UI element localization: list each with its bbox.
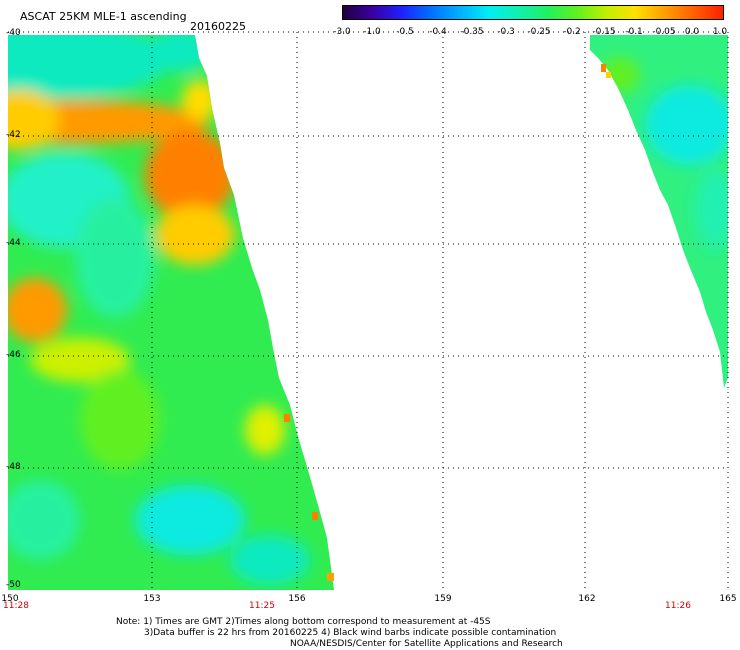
colorbar-label: -0.35	[460, 27, 484, 37]
lat-label: -50	[6, 580, 21, 590]
lon-label: 153	[143, 594, 161, 604]
colorbar-label: -0.2	[563, 27, 581, 37]
colorbar	[342, 5, 724, 20]
lon-label: 162	[578, 594, 596, 604]
note-line-3: NOAA/NESDIS/Center for Satellite Applica…	[290, 639, 563, 649]
left-swath	[8, 35, 334, 590]
colorbar-label: -1.0	[363, 27, 381, 37]
lat-label: -42	[6, 130, 21, 140]
lon-label: 150	[1, 594, 19, 604]
time-label: 11:26	[665, 601, 691, 611]
colorbar-label: -3.0	[333, 27, 351, 37]
lat-label: -46	[6, 350, 21, 360]
lat-label: -44	[6, 238, 21, 248]
colorbar-label: -0.5	[396, 27, 414, 37]
lat-label: -48	[6, 462, 21, 472]
lon-label: 156	[288, 594, 306, 604]
right-swath	[590, 35, 728, 388]
note-line-2: 3)Data buffer is 22 hrs from 20160225 4)…	[144, 628, 557, 638]
colorbar-label: -0.3	[497, 27, 515, 37]
product-title: ASCAT 25KM MLE-1 ascending	[20, 10, 187, 23]
product-date: 20160225	[190, 20, 246, 33]
lon-label: 159	[434, 594, 452, 604]
note-line-1: Note: 1) Times are GMT 2)Times along bot…	[116, 617, 491, 627]
time-label: 11:25	[249, 601, 275, 611]
colorbar-gradient	[343, 6, 723, 19]
grid	[8, 31, 729, 590]
colorbar-label: 1.0	[712, 27, 728, 37]
lat-label: -40	[6, 28, 21, 38]
lon-label: 165	[719, 594, 737, 604]
time-label: 11:28	[3, 601, 29, 611]
colorbar-label: 0.0	[684, 27, 700, 37]
